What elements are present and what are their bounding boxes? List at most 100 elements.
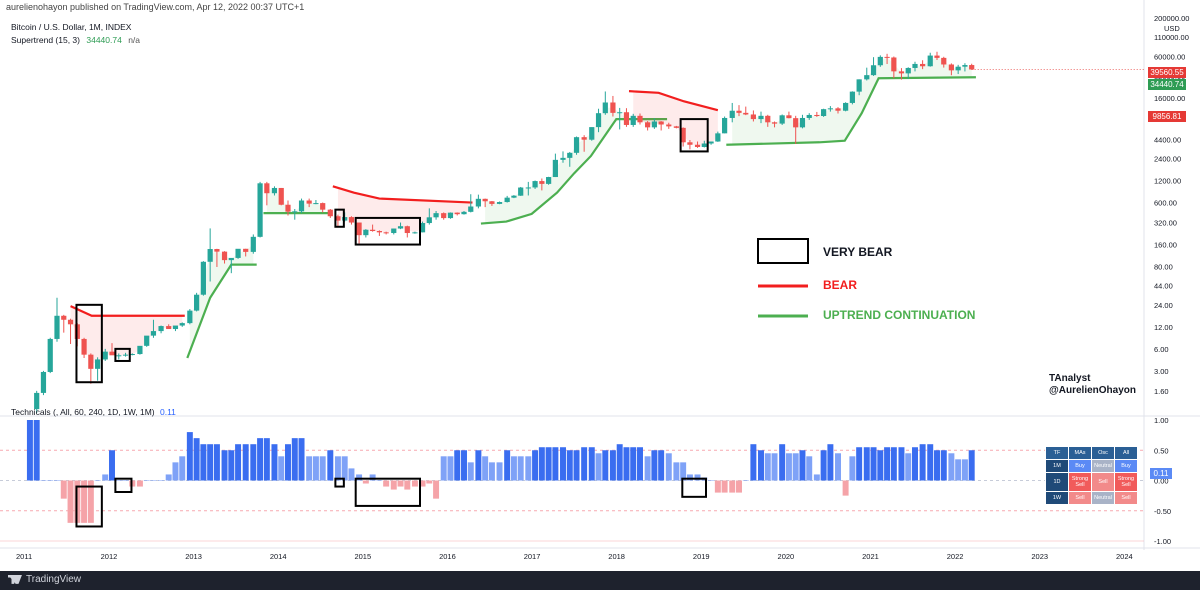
tt-tf: 1M <box>1045 459 1069 473</box>
time-axis-label: 2017 <box>524 552 541 561</box>
technicals-bar <box>306 456 313 481</box>
tradingview-logo-icon <box>8 574 22 584</box>
candle-up <box>102 351 108 360</box>
candle-up <box>877 56 883 66</box>
technicals-bar <box>221 450 228 481</box>
candle-up <box>595 113 602 128</box>
price-axis-label: 200000.00 <box>1154 14 1189 23</box>
supertrend-uptrend-line <box>186 263 257 359</box>
price-axis-label: 44.00 <box>1154 282 1173 291</box>
price-axis-label: 3.00 <box>1154 367 1169 376</box>
technicals-bar <box>729 480 736 493</box>
technicals-bar <box>186 432 193 481</box>
technicals-legend[interactable]: Technicals (, All, 60, 240, 1D, 1W, 1M) … <box>11 407 176 417</box>
tt-header-tf: TF <box>1045 446 1069 460</box>
time-axis-label: 2011 <box>16 552 32 561</box>
price-axis-label: 160.00 <box>1154 241 1177 250</box>
time-axis-label: 2021 <box>862 552 879 561</box>
symbol-legend[interactable]: Bitcoin / U.S. Dollar, 1M, INDEX <box>11 22 132 32</box>
technicals-bar <box>912 447 918 481</box>
candle-up <box>729 110 735 118</box>
very-bear-box <box>679 118 709 153</box>
candle-up <box>518 187 524 196</box>
candle-up <box>461 211 467 215</box>
supertrend-bear-line <box>70 305 185 317</box>
technicals-bar <box>475 450 482 481</box>
technicals-name: Technicals (, All, 60, 240, 1D, 1W, 1M) <box>11 407 155 417</box>
candle-down <box>920 63 926 67</box>
candle-down <box>320 203 326 210</box>
price-axis-label: 2400.00 <box>1154 155 1181 164</box>
candle-down <box>884 56 890 58</box>
tt-osc: Sell <box>1091 472 1115 492</box>
candle-up <box>433 213 439 218</box>
time-axis-label: 2018 <box>608 552 625 561</box>
candle-up <box>158 326 164 332</box>
supertrend-legend[interactable]: Supertrend (15, 3) 34440.74 n/a <box>11 35 140 45</box>
candle-up <box>864 75 870 80</box>
candle-down <box>750 114 756 120</box>
technicals-bar <box>47 480 54 481</box>
candle-up <box>496 202 503 204</box>
technicals-bar <box>961 459 968 481</box>
technicals-table: TF MAs Osc All 1M Buy Neutral Buy 1D Str… <box>1045 446 1138 505</box>
technicals-bar <box>291 438 298 481</box>
candle-down <box>771 122 778 124</box>
candle-down <box>221 251 228 261</box>
technicals-bar <box>779 444 786 481</box>
technicals-bar <box>94 480 101 481</box>
candle-up <box>955 66 961 71</box>
time-axis-label: 2014 <box>270 552 287 561</box>
technicals-bar <box>665 453 672 481</box>
candle-down <box>969 65 975 70</box>
technicals-bar <box>680 462 687 481</box>
candle-up <box>722 117 728 134</box>
technicals-bar <box>440 456 447 481</box>
candle-up <box>912 63 918 68</box>
technicals-bar <box>250 444 257 481</box>
candle-up <box>95 359 101 369</box>
technicals-bar <box>143 480 150 481</box>
candle-down <box>941 57 947 65</box>
technicals-bar <box>948 453 955 481</box>
technicals-bar <box>467 462 474 481</box>
technicals-bar <box>890 447 897 481</box>
candle-up <box>200 261 206 295</box>
technicals-bar <box>200 444 207 481</box>
technicals-bar <box>454 450 461 481</box>
technicals-bar <box>588 447 595 481</box>
technicals-bar <box>341 456 348 481</box>
technicals-bar <box>54 480 60 481</box>
candle-down <box>687 142 693 145</box>
technicals-bar <box>856 447 863 481</box>
tradingview-brand[interactable]: TradingView <box>8 574 81 585</box>
candle-up <box>207 249 213 262</box>
price-axis-unit: USD <box>1164 24 1180 33</box>
time-axis-label: 2016 <box>439 552 456 561</box>
technicals-bar <box>102 474 109 481</box>
candle-up <box>567 152 573 158</box>
very-bear-box <box>114 347 131 362</box>
signature-line1: TAnalyst <box>1049 373 1091 384</box>
candle-up <box>806 114 812 118</box>
very-bear-box <box>334 208 345 228</box>
technicals-bar <box>60 480 67 499</box>
tt-tf: 1D <box>1045 472 1069 492</box>
candle-up <box>560 157 566 160</box>
candle-down <box>658 121 664 125</box>
technicals-bar <box>298 438 305 481</box>
price-axis-label: 6.00 <box>1154 345 1169 354</box>
candle-up <box>589 127 595 140</box>
candle-down <box>581 137 587 140</box>
technicals-bar <box>714 480 721 493</box>
candle-down <box>81 338 87 355</box>
technicals-bar <box>721 480 728 493</box>
price-axis-label: 1200.00 <box>1154 177 1181 186</box>
time-axis-label: 2024 <box>1116 552 1133 561</box>
very-bear-box <box>354 477 422 507</box>
close-price-tag: 39560.55 <box>1148 67 1186 78</box>
technicals-bar <box>806 456 813 481</box>
candle-up <box>235 248 241 258</box>
technicals-value: 0.11 <box>160 407 176 417</box>
technicals-value-tag: 0.11 <box>1150 468 1172 479</box>
